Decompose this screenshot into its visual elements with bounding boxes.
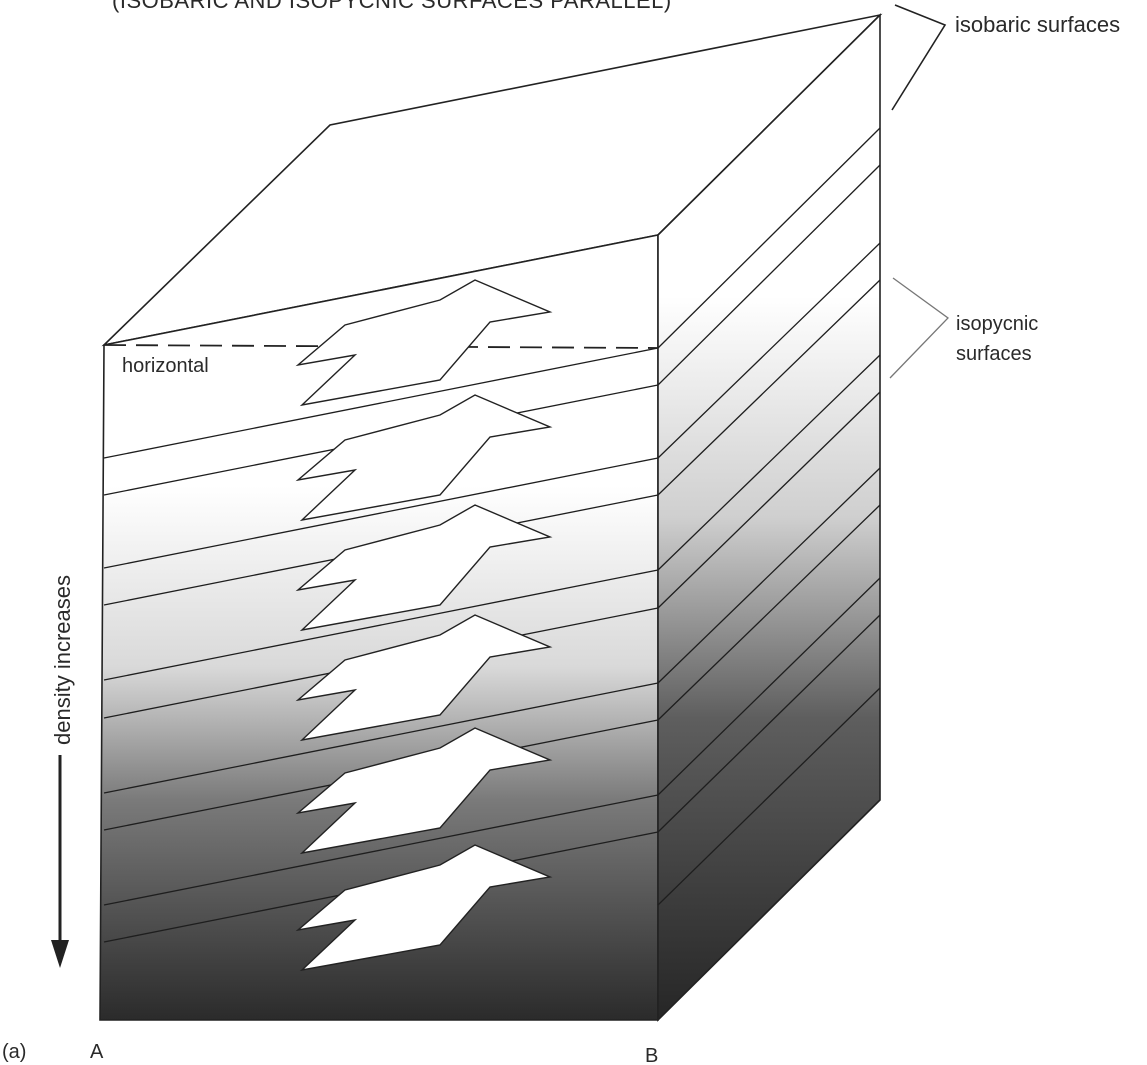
side-face-isolines bbox=[657, 127, 881, 906]
side-isoline bbox=[657, 242, 881, 459]
arrow-shape bbox=[295, 279, 553, 407]
arrow-shape bbox=[295, 614, 553, 742]
side-isoline bbox=[657, 577, 881, 796]
side-isoline bbox=[657, 467, 881, 684]
corner-a-label: A bbox=[90, 1041, 104, 1063]
density-label: density increases bbox=[50, 575, 75, 745]
isobaric-label: isobaric surfaces bbox=[955, 12, 1120, 37]
diagram-title: (ISOBARIC AND ISOPYCNIC SURFACES PARALLE… bbox=[112, 0, 672, 13]
corner-b-label: B bbox=[645, 1045, 658, 1065]
arrow-shape bbox=[295, 394, 553, 522]
side-isoline bbox=[657, 504, 881, 721]
density-arrow-head bbox=[51, 940, 69, 968]
side-isoline bbox=[657, 391, 881, 609]
side-isoline bbox=[657, 687, 881, 906]
arrow-shapes bbox=[295, 279, 553, 972]
isopycnic-bracket bbox=[889, 277, 949, 379]
side-isoline bbox=[657, 127, 881, 349]
front-isoline bbox=[103, 457, 659, 569]
side-isoline bbox=[657, 614, 881, 833]
side-isoline bbox=[657, 164, 881, 386]
isobaric-bracket bbox=[891, 4, 947, 111]
arrow-shape bbox=[295, 727, 553, 855]
arrow-shape bbox=[295, 504, 553, 632]
isopycnic-label-line1: isopycnic bbox=[956, 313, 1038, 335]
isopycnic-label-line2: surfaces bbox=[956, 343, 1032, 365]
side-isoline bbox=[657, 354, 881, 571]
horizontal-label: horizontal bbox=[122, 355, 209, 377]
front-isoline bbox=[103, 682, 659, 794]
side-isoline bbox=[657, 279, 881, 496]
arrow-shape bbox=[295, 844, 553, 972]
panel-label: (a) bbox=[2, 1041, 26, 1063]
front-isoline bbox=[103, 347, 659, 459]
side-face bbox=[657, 13, 881, 1022]
front-isoline bbox=[103, 569, 659, 681]
front-isoline bbox=[103, 794, 659, 906]
